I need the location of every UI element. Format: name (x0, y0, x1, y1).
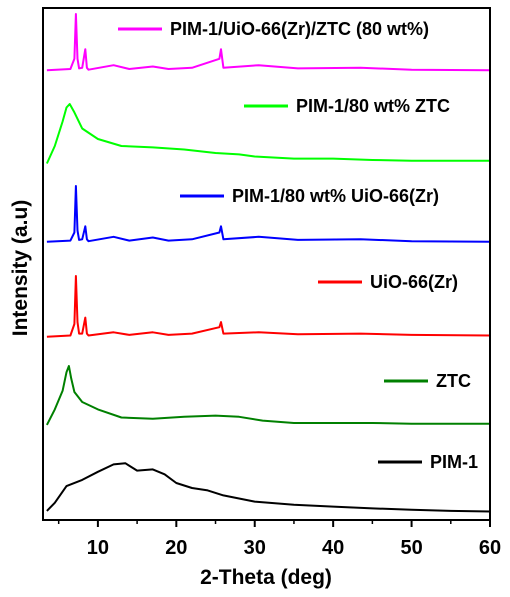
series-line-6 (46, 462, 491, 513)
legend-label-2: PIM-1/80 wt% ZTC (296, 96, 450, 116)
series-line-3 (46, 185, 491, 243)
series-line-2 (45, 103, 490, 164)
x-axis: 10 20 30 40 50 60 (57, 520, 501, 559)
legend-label-6: PIM-1 (430, 452, 478, 472)
x-tick-label-20: 20 (165, 537, 187, 559)
legend-label-5: ZTC (436, 371, 471, 391)
series-line-4 (46, 275, 491, 338)
x-tick-label-40: 40 (322, 537, 344, 559)
legend-label-1: PIM-1/UiO-66(Zr)/ZTC (80 wt%) (170, 19, 429, 39)
plot-legend: PIM-1/UiO-66(Zr)/ZTC (80 wt%) PIM-1/80 wt… (118, 19, 478, 472)
x-axis-title: 2-Theta (deg) (200, 566, 332, 589)
series-line-5 (46, 365, 490, 426)
legend-label-3: PIM-1/80 wt% UiO-66(Zr) (232, 186, 439, 206)
x-tick-label-10: 10 (87, 537, 109, 559)
x-tick-label-60: 60 (479, 537, 501, 559)
plot-series (45, 13, 491, 513)
y-axis-title: Intensity (a.u) (9, 200, 32, 337)
x-tick-label-30: 30 (244, 537, 266, 559)
series-line-1 (46, 13, 491, 72)
legend-label-4: UiO-66(Zr) (370, 272, 458, 292)
plot-frame (42, 7, 491, 521)
x-tick-label-50: 50 (400, 537, 422, 559)
